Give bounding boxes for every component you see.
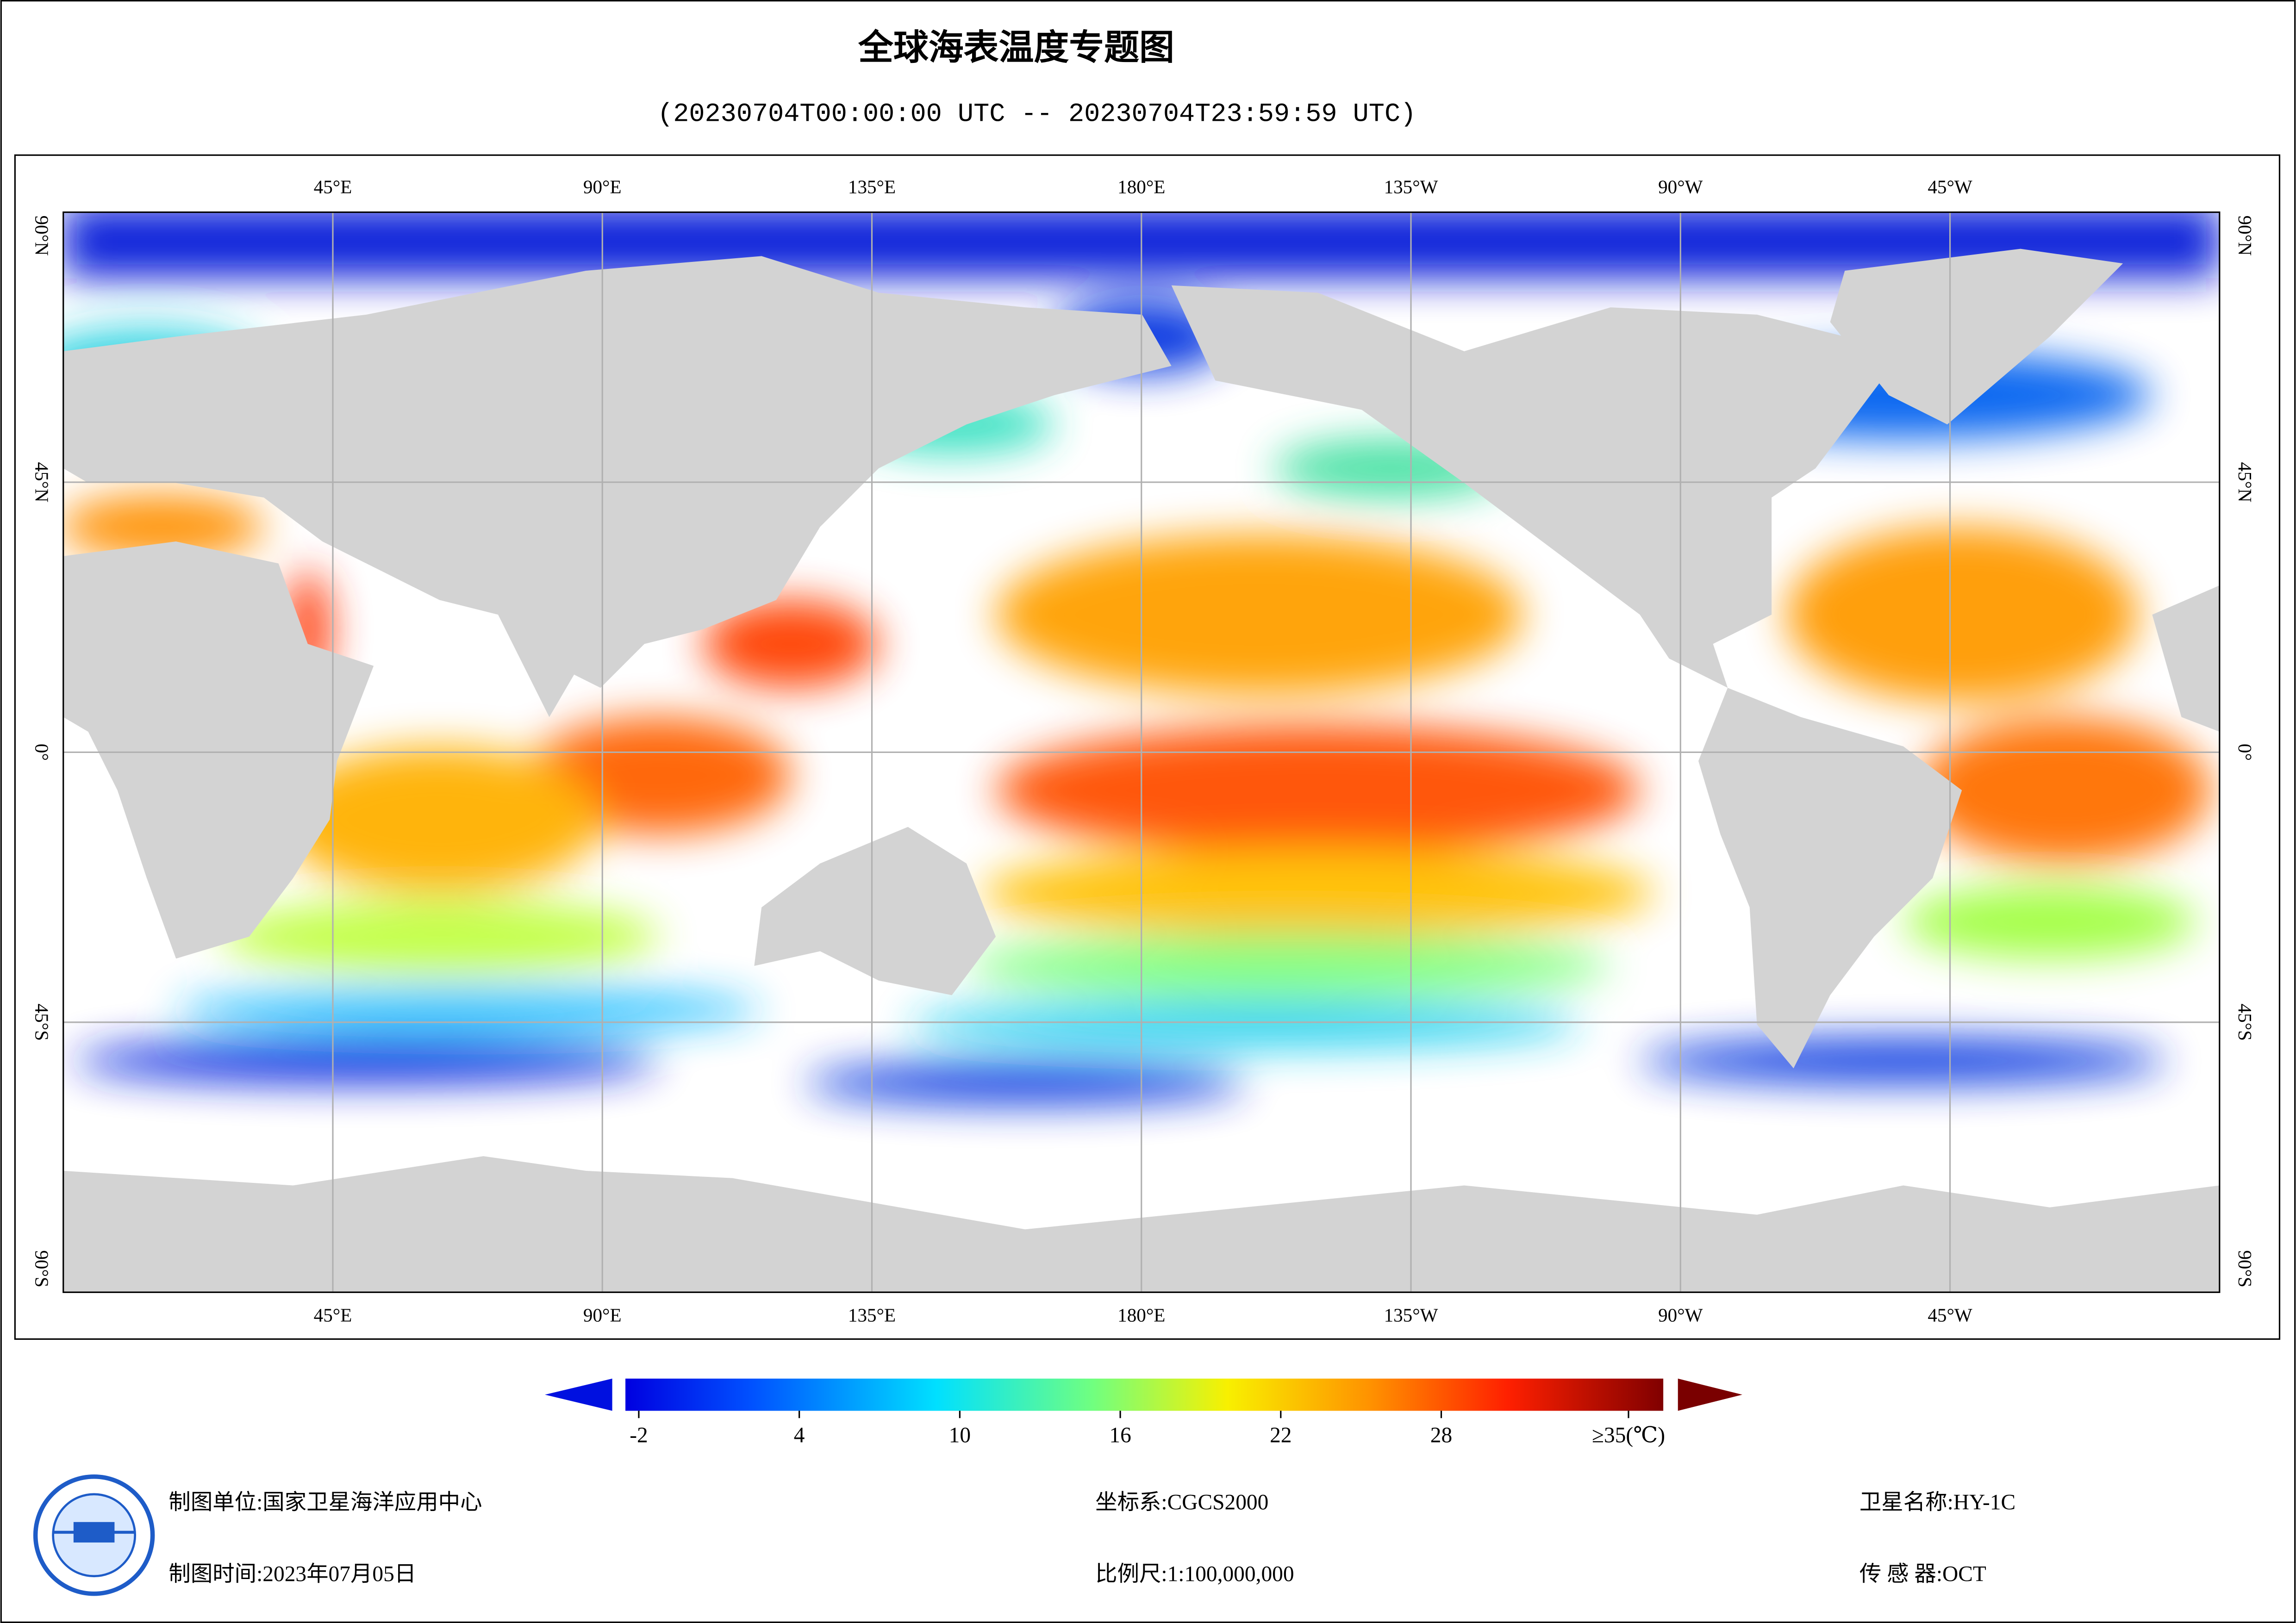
lat-label-right: 90°S (2234, 1250, 2256, 1287)
lon-label-top: 45°W (1928, 176, 1972, 197)
map-frame (14, 154, 2281, 1340)
colorbar-ticks: -2 4 10 16 22 28 ≥35(℃) (630, 1411, 1665, 1447)
subtitle: (20230704T00:00:00 UTC -- 20230704T23:59… (657, 100, 1416, 130)
lon-label-bottom: 45°W (1928, 1305, 1972, 1326)
colorbar-low-arrow (545, 1378, 612, 1411)
colorbar-tick-label: 28 (1430, 1423, 1452, 1447)
colorbar-tick-label: 4 (794, 1423, 805, 1447)
lon-label-bottom: 90°E (583, 1305, 622, 1326)
lon-label-bottom: 135°W (1384, 1305, 1438, 1326)
lat-label-right: 90°N (2234, 216, 2256, 256)
footer-date: 制图时间:2023年07月05日 (168, 1562, 416, 1586)
colorbar-tick-label: 10 (949, 1423, 971, 1447)
lon-label-top: 90°E (583, 176, 622, 197)
lat-label-left: 90°N (31, 216, 53, 256)
lon-label-top: 180°E (1117, 176, 1165, 197)
title: 全球海表温度专题图 (858, 27, 1174, 68)
lat-label-left: 90°S (31, 1250, 53, 1287)
lat-label-left: 45°S (31, 1004, 53, 1041)
colorbar-high-arrow (1678, 1378, 1742, 1411)
footer-satellite: 卫星名称:HY-1C (1859, 1491, 2015, 1515)
lon-label-bottom: 180°E (1117, 1305, 1165, 1326)
lon-label-bottom: 90°W (1658, 1305, 1703, 1326)
lat-label-right: 45°N (2234, 462, 2256, 502)
lon-label-top: 45°E (314, 176, 352, 197)
map-area (63, 212, 2220, 1293)
colorbar-tick-label: 22 (1270, 1423, 1292, 1447)
footer-crs: 坐标系:CGCS2000 (1095, 1491, 1268, 1515)
lon-label-top: 135°E (848, 176, 896, 197)
colorbar-tick-label: 16 (1109, 1423, 1131, 1447)
footer-sensor: 传 感 器:OCT (1859, 1562, 1986, 1586)
footer-scale: 比例尺:1:100,000,000 (1095, 1562, 1294, 1586)
colorbar (625, 1378, 1664, 1411)
lon-label-top: 135°W (1384, 176, 1438, 197)
lat-label-left: 0° (31, 744, 53, 761)
map-border (62, 211, 2221, 1293)
footer-unit: 制图单位:国家卫星海洋应用中心 (168, 1491, 482, 1515)
graticule: 45°E 45°E 90°E 90°E 135°E 135°E 180°E 180°E 135°… (31, 176, 2256, 1325)
logo (33, 1474, 155, 1596)
colorbar-tick-label: ≥35(℃) (1592, 1423, 1665, 1447)
lon-label-bottom: 45°E (314, 1305, 352, 1326)
lat-label-right: 45°S (2234, 1004, 2256, 1041)
lat-label-right: 0° (2234, 744, 2256, 761)
colorbar-tick-label: -2 (630, 1423, 648, 1447)
lat-label-left: 45°N (31, 462, 53, 502)
lon-label-top: 90°W (1658, 176, 1703, 197)
lon-label-bottom: 135°E (848, 1305, 896, 1326)
